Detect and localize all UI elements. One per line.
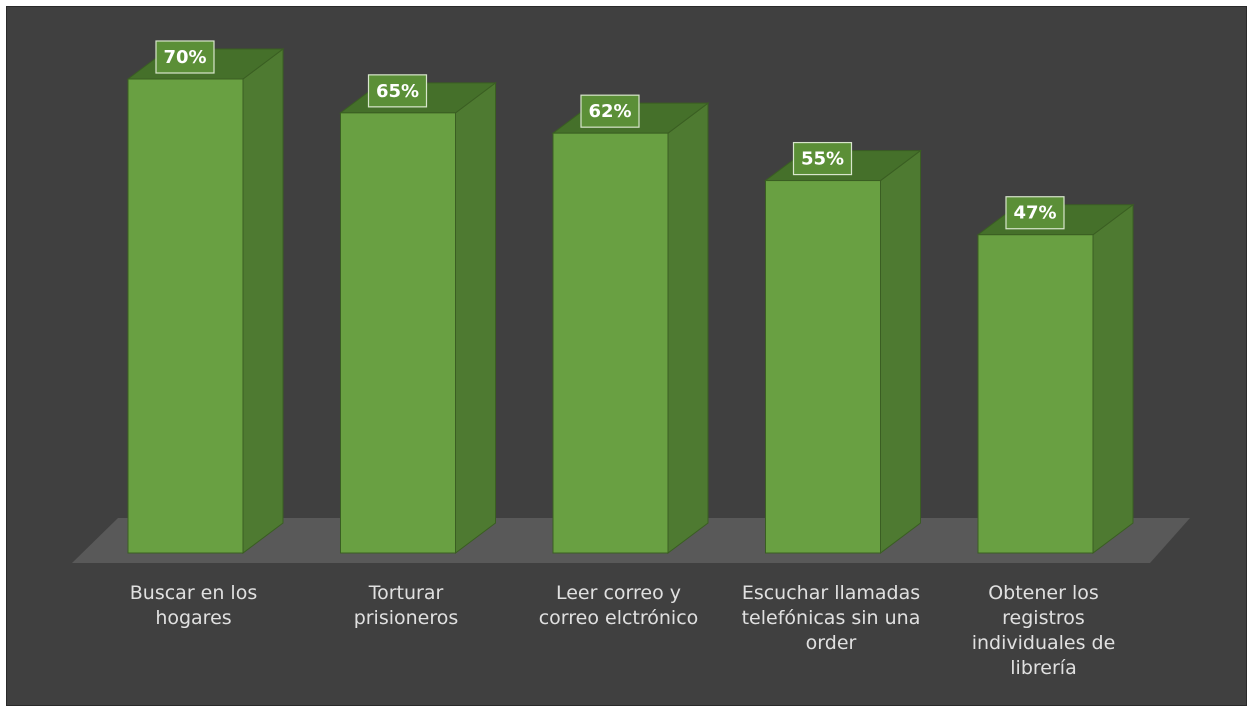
data-label-box [155,40,215,74]
bar [764,149,922,554]
category-label: Torturar prisioneros [353,582,459,629]
bar [976,203,1135,554]
bar-side-face [242,48,284,554]
bar-front-face [765,180,881,554]
bar-front-face [552,132,669,554]
bars-group: 70% 65% 62% 55% 47% [126,40,1135,554]
data-label: 70% [163,47,206,68]
bar [339,81,497,554]
bar [551,102,710,554]
data-label-box [367,74,428,108]
data-label: 47% [1013,203,1056,224]
category-label: Obtener los registros individuales de li… [971,582,1116,679]
category-label: Escuchar llamadas telefónicas sin una or… [741,582,921,654]
bar-front-face [340,112,456,554]
bar-side-face [667,102,709,554]
bar-side-face [1092,203,1134,554]
data-label-box [580,94,640,128]
category-label: Leer correo y correo elctrónico [538,582,699,629]
data-label-box [1005,196,1065,230]
bar-front-face [127,78,244,554]
data-label: 65% [376,81,419,102]
bar [126,48,285,554]
bar-side-face [455,81,496,554]
data-label-box [792,141,853,176]
bar-front-face [977,234,1094,554]
data-label: 62% [588,101,631,122]
data-label: 55% [801,149,844,170]
bar-side-face [880,149,921,554]
category-label: Buscar en los hogares [129,582,258,629]
